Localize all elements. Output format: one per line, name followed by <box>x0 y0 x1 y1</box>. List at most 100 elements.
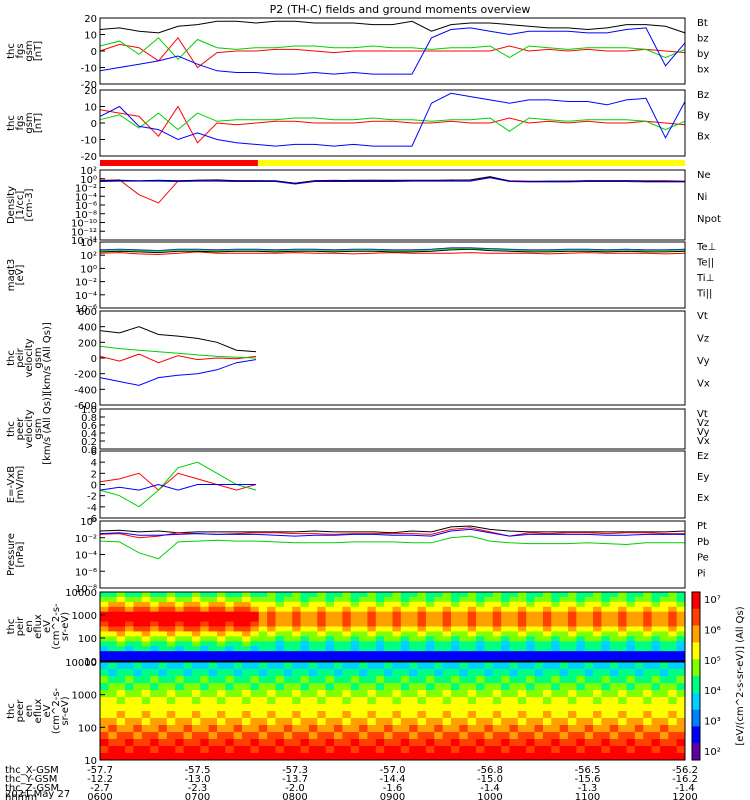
heatmap-cell <box>116 704 126 712</box>
heatmap-cell <box>250 704 260 712</box>
heatmap-cell <box>568 662 577 670</box>
heatmap-cell <box>158 669 168 677</box>
heatmap-cell <box>484 656 494 662</box>
heatmap-cell <box>609 606 619 613</box>
heatmap-cell <box>283 616 293 623</box>
heatmap-cell <box>334 646 343 652</box>
heatmap-cell <box>392 596 402 603</box>
heatmap-cell <box>150 704 159 712</box>
heatmap-cell <box>492 690 502 698</box>
heatmap-cell <box>400 683 410 691</box>
heatmap-cell <box>317 683 327 691</box>
heatmap-cell <box>350 732 360 740</box>
heatmap-cell <box>618 656 627 662</box>
heatmap-cell <box>384 739 393 747</box>
heatmap-cell <box>334 592 343 598</box>
heatmap-cell <box>451 592 460 598</box>
heatmap-cell <box>409 616 419 623</box>
heatmap-cell <box>242 646 251 652</box>
panel-frame <box>99 450 686 519</box>
heatmap-cell <box>283 592 293 598</box>
heatmap-cell <box>342 626 352 632</box>
heatmap-cell <box>183 651 193 657</box>
heatmap-cell <box>200 641 210 647</box>
panel-peer-velocity <box>99 408 686 450</box>
heatmap-cell <box>392 739 402 747</box>
heatmap-cell <box>526 725 536 733</box>
heatmap-cell <box>576 596 586 603</box>
y-tick-label: -400 <box>74 385 97 396</box>
y-tick-label: 10 <box>84 31 97 42</box>
heatmap-cell <box>258 718 268 726</box>
y-tick-label: -600 <box>74 401 97 412</box>
y-axis-label: [nT] <box>33 113 44 133</box>
colorbar-frame <box>691 591 701 761</box>
heatmap-cell <box>451 626 460 632</box>
heatmap-cell <box>292 656 302 662</box>
heatmap-cell <box>150 606 159 613</box>
heatmap-cell <box>166 656 176 662</box>
heatmap-cell <box>325 592 335 598</box>
heatmap-cell <box>384 704 393 712</box>
heatmap-cell <box>576 611 586 618</box>
heatmap-cell <box>643 753 653 761</box>
heatmap-cell <box>208 621 218 627</box>
heatmap-cell <box>417 626 427 632</box>
heatmap-cell <box>442 636 452 642</box>
heatmap-cell <box>233 690 243 698</box>
heatmap-cell <box>476 697 485 705</box>
heatmap-cell <box>584 596 594 603</box>
heatmap-cell <box>233 636 243 642</box>
heatmap-cell <box>517 636 527 642</box>
heatmap-cell <box>659 641 669 647</box>
heatmap-cell <box>551 676 561 684</box>
heatmap-cell <box>676 651 686 657</box>
heatmap-cell <box>250 641 260 647</box>
heatmap-cell <box>267 596 276 603</box>
y-tick-label: 10² <box>80 251 97 262</box>
heatmap-cell <box>459 718 469 726</box>
heatmap-cell <box>225 704 235 712</box>
heatmap-cell <box>559 725 569 733</box>
heatmap-cell <box>501 616 510 623</box>
x-axis-value: 1000 <box>477 792 502 800</box>
heatmap-cell <box>467 753 477 761</box>
heatmap-cell <box>342 746 352 754</box>
heatmap-cell <box>359 683 368 691</box>
heatmap-cell <box>325 626 335 632</box>
heatmap-cell <box>359 592 368 598</box>
heatmap-cell <box>359 656 368 662</box>
heatmap-cell <box>392 683 402 691</box>
heatmap-cell <box>359 662 368 670</box>
y-tick-label: 1000 <box>72 611 97 622</box>
mode-bar-yellow <box>257 160 685 166</box>
heatmap-cell <box>233 621 243 627</box>
heatmap-cell <box>141 662 151 670</box>
heatmap-cell <box>208 592 218 598</box>
heatmap-cell <box>334 636 343 642</box>
heatmap-cell <box>643 641 653 647</box>
heatmap-cell <box>367 683 377 691</box>
heatmap-cell <box>200 690 210 698</box>
heatmap-cell <box>175 711 185 719</box>
heatmap-cell <box>576 641 586 647</box>
heatmap-cell <box>384 732 393 740</box>
heatmap-cell <box>350 683 360 691</box>
heatmap-cell <box>584 616 594 623</box>
heatmap-cell <box>484 646 494 652</box>
heatmap-cell <box>208 631 218 637</box>
heatmap-cell <box>643 690 653 698</box>
heatmap-cell <box>175 697 185 705</box>
heatmap-cell <box>334 626 343 632</box>
heatmap-cell <box>166 616 176 623</box>
heatmap-cell <box>609 646 619 652</box>
heatmap-cell <box>526 683 536 691</box>
heatmap-cell <box>175 606 185 613</box>
heatmap-cell <box>601 676 611 684</box>
heatmap-cell <box>534 711 544 719</box>
heatmap-cell <box>476 711 485 719</box>
heatmap-cell <box>609 631 619 637</box>
heatmap-cell <box>225 606 235 613</box>
heatmap-cell <box>141 601 151 608</box>
heatmap-cell <box>317 669 327 677</box>
